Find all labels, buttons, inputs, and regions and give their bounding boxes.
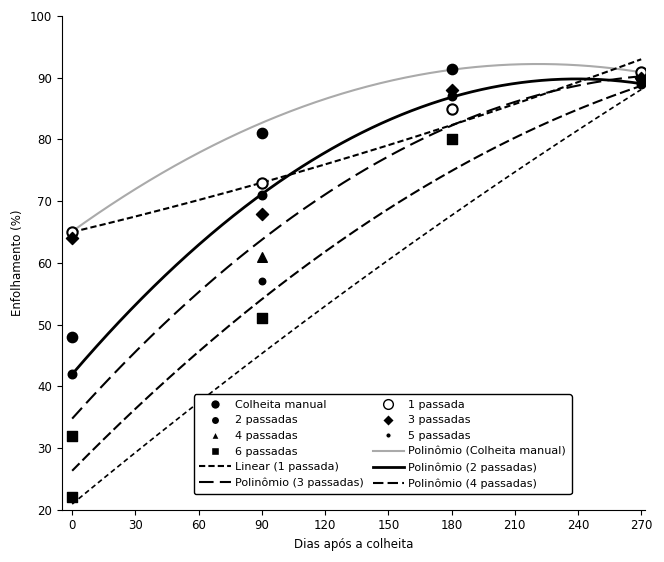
Point bbox=[256, 209, 267, 218]
Point bbox=[636, 79, 647, 88]
Legend: Colheita manual, 2 passadas, 4 passadas, 6 passadas, Linear (1 passada), Polinôm: Colheita manual, 2 passadas, 4 passadas,… bbox=[194, 395, 572, 494]
Point bbox=[636, 73, 647, 82]
Y-axis label: Enfolhamento (%): Enfolhamento (%) bbox=[11, 210, 24, 316]
Point bbox=[67, 431, 78, 440]
Point bbox=[636, 67, 647, 76]
Point bbox=[446, 92, 457, 101]
Point bbox=[67, 369, 78, 378]
Point bbox=[256, 277, 267, 286]
Point bbox=[67, 234, 78, 243]
Point bbox=[446, 85, 457, 94]
Point bbox=[67, 332, 78, 341]
Point bbox=[446, 64, 457, 73]
X-axis label: Dias após a colheita: Dias após a colheita bbox=[294, 538, 413, 551]
Point bbox=[256, 314, 267, 323]
Point bbox=[256, 252, 267, 261]
Point bbox=[67, 493, 78, 502]
Point bbox=[256, 129, 267, 138]
Point bbox=[446, 135, 457, 144]
Point bbox=[636, 73, 647, 82]
Point bbox=[256, 191, 267, 200]
Point bbox=[256, 178, 267, 187]
Point bbox=[67, 228, 78, 237]
Point bbox=[446, 104, 457, 113]
